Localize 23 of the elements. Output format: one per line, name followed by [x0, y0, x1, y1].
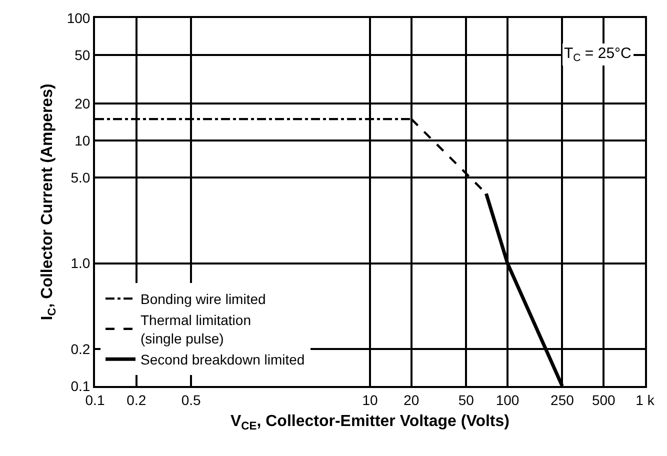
y-tick-label: 50 [74, 46, 90, 63]
y-tick-label: 10 [74, 132, 90, 149]
legend-label: Second breakdown limited [140, 352, 305, 368]
x-tick-label: 10 [362, 392, 378, 408]
legend-label: Bonding wire limited [140, 291, 266, 308]
y-tick-label: 1.0 [70, 255, 90, 272]
x-tick-label: 0.2 [126, 392, 146, 408]
x-tick-label: 20 [404, 392, 420, 408]
y-tick-label: 5.0 [70, 169, 90, 186]
y-tick-label: 20 [74, 96, 90, 112]
annotation: T$_{C}$ = 25°C [564, 45, 632, 64]
x-tick-label: 500 [592, 392, 616, 408]
x-axis-title: V$_{CE}$, Collector-Emitter Voltage (Volts) [230, 413, 510, 432]
x-tick-label: 1 k [636, 392, 656, 408]
x-tick-label: 0.5 [181, 392, 202, 408]
x-tick-label: 100 [496, 392, 520, 408]
x-tick-label: 0.1 [85, 392, 105, 408]
x-tick-label: 50 [458, 392, 474, 408]
legend-label: Thermal limitation (single pulse) [140, 312, 251, 346]
y-tick-label: 100 [66, 10, 90, 26]
y-tick-label: 0.1 [70, 378, 90, 394]
x-tick-label: 250 [550, 392, 574, 408]
y-tick-label: 0.2 [70, 340, 90, 357]
